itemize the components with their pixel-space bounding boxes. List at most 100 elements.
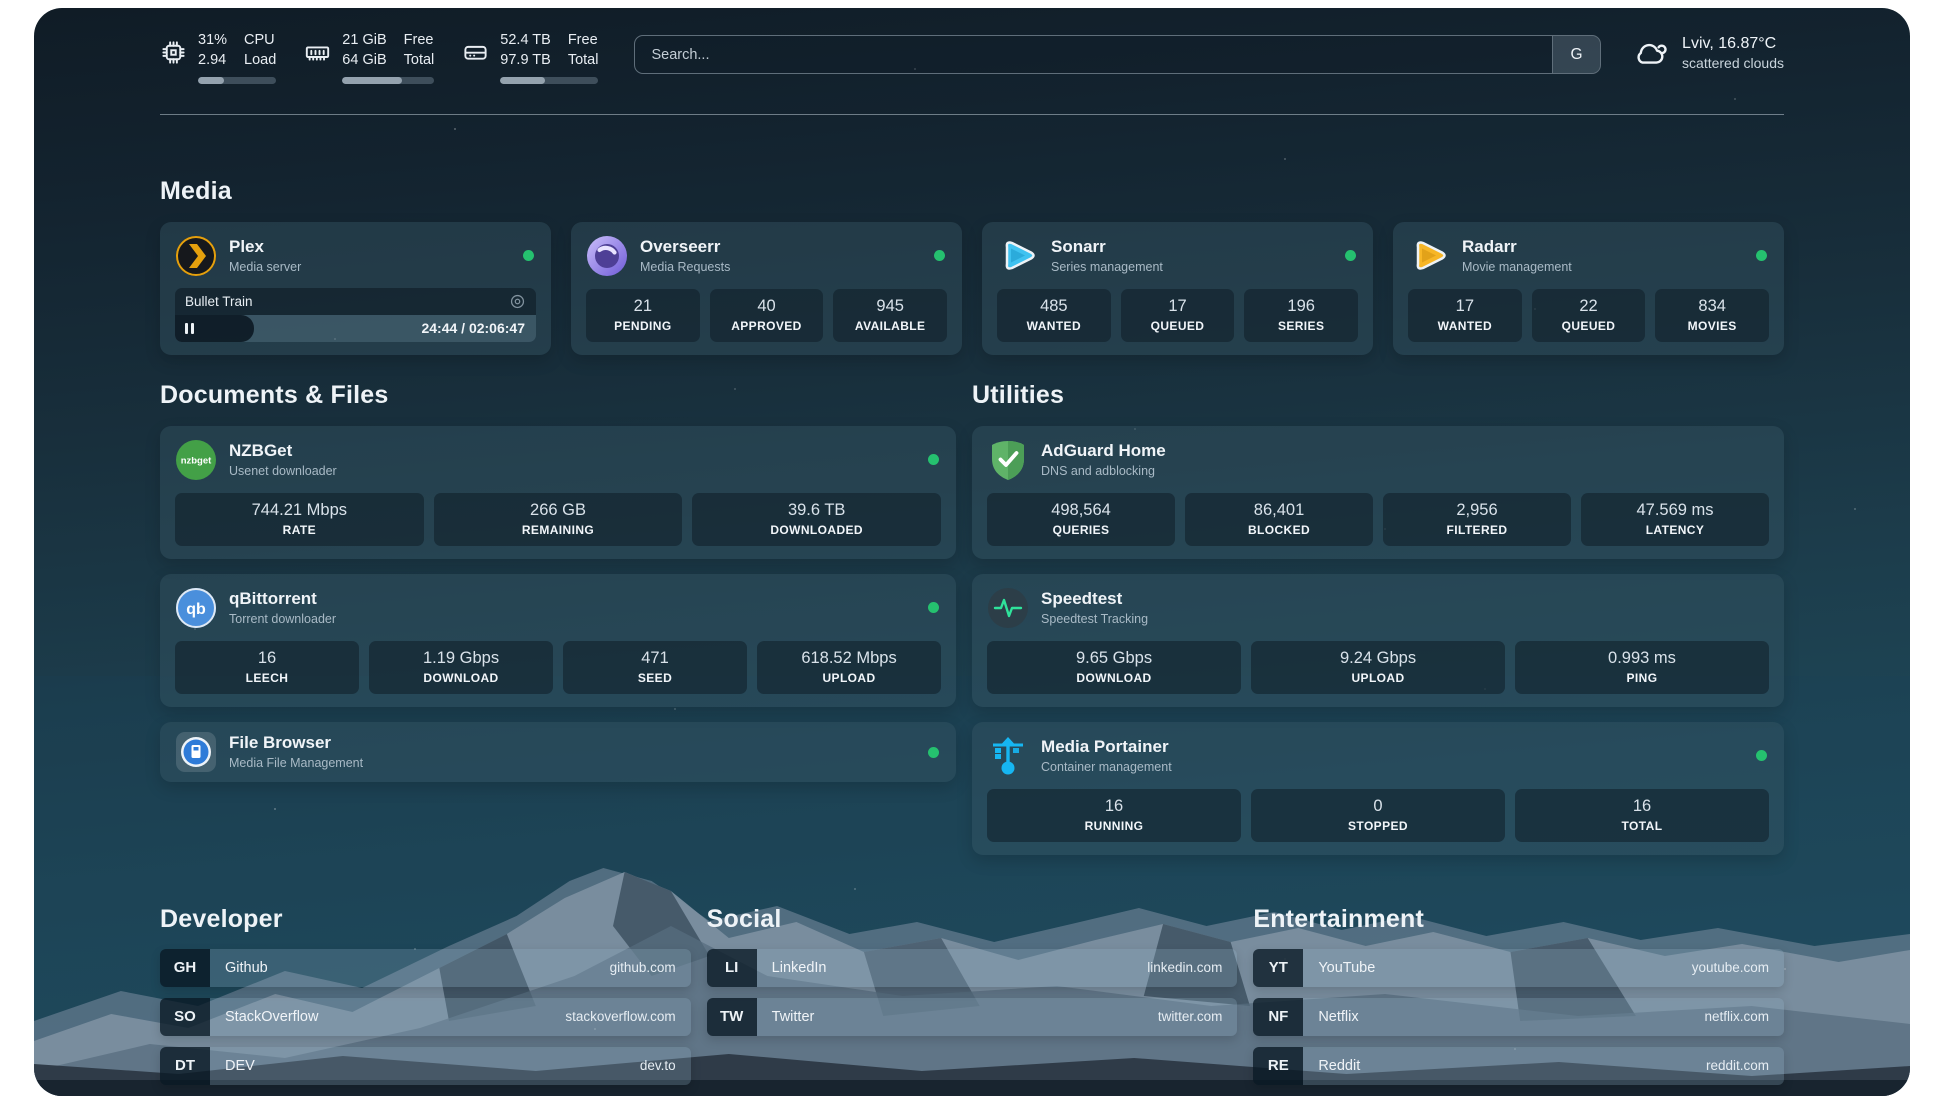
stat-label: QUEUED <box>1150 318 1205 333</box>
section-title-media: Media <box>160 176 232 205</box>
stat-value: 2,956 <box>1456 500 1498 519</box>
bookmark-abbr: LI <box>706 948 757 987</box>
app-card-overseerr[interactable]: Overseerr Media Requests 21 PENDING 40 A… <box>571 221 962 355</box>
memory-progress-bar <box>342 76 435 84</box>
header-divider <box>160 113 1784 115</box>
playback-time: 24:44 / 02:06:47 <box>421 320 525 337</box>
disk-stat-widget: 52.4 TB 97.9 TB Free Total <box>462 32 599 84</box>
bookmark-stackoverflow[interactable]: SO StackOverflow stackoverflow.com <box>160 997 691 1036</box>
stat-label: WANTED <box>1437 318 1493 333</box>
stat-value: 22 <box>1579 296 1598 315</box>
app-card-speedtest[interactable]: Speedtest Speedtest Tracking 9.65 Gbps D… <box>972 573 1784 707</box>
stat-box: 498,564 QUERIES <box>987 492 1176 546</box>
app-subtitle: Movie management <box>1462 260 1572 275</box>
stat-box: 744.21 Mbps RATE <box>175 492 424 546</box>
app-title: Plex <box>229 237 264 257</box>
stat-label: BLOCKED <box>1247 522 1311 537</box>
app-subtitle: Media Requests <box>640 260 731 275</box>
now-playing-title: Bullet Train <box>185 293 253 309</box>
radarr-icon <box>1408 235 1450 277</box>
stat-box: 16 TOTAL <box>1515 788 1769 842</box>
section-title-entertainment: Entertainment <box>1253 904 1425 933</box>
app-card-sonarr[interactable]: Sonarr Series management 485 WANTED 17 Q… <box>982 221 1373 355</box>
stat-box: 40 APPROVED <box>709 288 824 342</box>
qbittorrent-icon: qb <box>175 587 217 629</box>
stat-label: LEECH <box>245 670 289 685</box>
app-card-nzbget[interactable]: nzbget NZBGet Usenet downloader 74 <box>160 425 957 559</box>
speedtest-icon <box>987 587 1029 629</box>
status-online-dot <box>1756 749 1767 761</box>
stat-label: DOWNLOAD <box>1076 670 1152 685</box>
stat-box: 2,956 FILTERED <box>1383 492 1571 546</box>
plex-icon <box>175 235 217 277</box>
app-title: Sonarr <box>1051 237 1106 257</box>
app-card-filebrowser[interactable]: File Browser Media File Management <box>160 721 957 782</box>
filebrowser-icon <box>175 731 217 773</box>
stat-box: 266 GB REMAINING <box>433 492 683 546</box>
stat-box: 618.52 Mbps UPLOAD <box>757 640 942 694</box>
bookmark-abbr: GH <box>160 948 210 987</box>
app-title: File Browser <box>229 733 332 753</box>
bookmark-name: YouTube <box>1318 959 1376 976</box>
snow-speckles <box>34 8 36 10</box>
stat-label: MOVIES <box>1687 318 1737 333</box>
disk-progress-fill <box>500 76 546 84</box>
disk-total-value: 97.9 TB <box>500 52 551 69</box>
bookmark-abbr: YT <box>1253 948 1304 987</box>
app-card-portainer[interactable]: Media Portainer Container management 16 … <box>972 721 1784 855</box>
playback-progress-fill <box>175 314 254 342</box>
memory-total-label: Total <box>403 52 435 69</box>
bookmark-name: Github <box>225 959 268 976</box>
media-grid: Plex Media server Bullet Train <box>160 221 1784 355</box>
weather-widget: Lviv, 16.87°C scattered clouds <box>1631 34 1784 72</box>
mountain-background-image <box>34 676 1910 1096</box>
stat-box: 16 LEECH <box>175 640 359 694</box>
stat-box: 196 SERIES <box>1244 288 1358 342</box>
stat-box: 39.6 TB DOWNLOADED <box>692 492 942 546</box>
weather-location-temp: Lviv, 16.87°C <box>1682 35 1777 52</box>
status-online-dot <box>928 746 940 758</box>
bookmark-dev[interactable]: DT DEV dev.to <box>160 1046 691 1085</box>
bookmark-url: youtube.com <box>1691 960 1769 976</box>
memory-total-value: 64 GiB <box>342 52 387 69</box>
stat-value: 21 <box>633 296 652 315</box>
search-engine-button[interactable]: G <box>1552 36 1601 73</box>
bookmark-youtube[interactable]: YT YouTube youtube.com <box>1253 948 1784 987</box>
app-title: Media Portainer <box>1041 737 1169 757</box>
app-subtitle: Media server <box>229 260 302 275</box>
bookmark-netflix[interactable]: NF Netflix netflix.com <box>1253 997 1784 1036</box>
stat-label: LATENCY <box>1645 522 1705 537</box>
status-online-dot <box>1345 249 1356 261</box>
stat-value: 744.21 Mbps <box>251 500 348 519</box>
app-subtitle: Speedtest Tracking <box>1041 612 1149 627</box>
app-card-adguard[interactable]: AdGuard Home DNS and adblocking 498,564 … <box>972 425 1784 559</box>
stat-label: SEED <box>637 670 673 685</box>
session-settings-icon[interactable] <box>509 293 526 310</box>
stat-label: FILTERED <box>1446 522 1508 537</box>
bookmark-reddit[interactable]: RE Reddit reddit.com <box>1253 1046 1784 1085</box>
app-card-radarr[interactable]: Radarr Movie management 17 WANTED 22 QUE… <box>1393 221 1784 355</box>
bookmark-url: netflix.com <box>1704 1009 1769 1025</box>
bookmark-abbr: TW <box>706 997 757 1036</box>
disk-total-label: Total <box>567 52 599 69</box>
stat-label: QUEUED <box>1561 318 1616 333</box>
bookmark-twitter[interactable]: TW Twitter twitter.com <box>706 997 1238 1036</box>
bookmark-abbr: SO <box>160 997 210 1036</box>
app-card-plex[interactable]: Plex Media server Bullet Train <box>160 221 551 355</box>
bookmarks-developer: Developer GH Github github.com SO StackO… <box>160 905 691 1085</box>
app-card-qbittorrent[interactable]: qb qBittorrent Torrent downloader <box>160 573 957 707</box>
status-online-dot <box>934 249 945 261</box>
stat-box: 17 QUEUED <box>1120 288 1235 342</box>
stat-box: 21 PENDING <box>586 288 700 342</box>
stat-label: QUERIES <box>1052 522 1110 537</box>
search-input[interactable] <box>635 36 1553 73</box>
stat-value: 485 <box>1040 296 1068 315</box>
stat-value: 47.569 ms <box>1636 500 1714 519</box>
pause-icon[interactable] <box>185 322 194 334</box>
bookmark-linkedin[interactable]: LI LinkedIn linkedin.com <box>706 948 1238 987</box>
bookmark-github[interactable]: GH Github github.com <box>160 948 691 987</box>
app-title: qBittorrent <box>229 589 317 609</box>
bookmark-name: LinkedIn <box>771 959 827 976</box>
stat-value: 17 <box>1168 296 1187 315</box>
bookmark-name: StackOverflow <box>225 1008 319 1025</box>
